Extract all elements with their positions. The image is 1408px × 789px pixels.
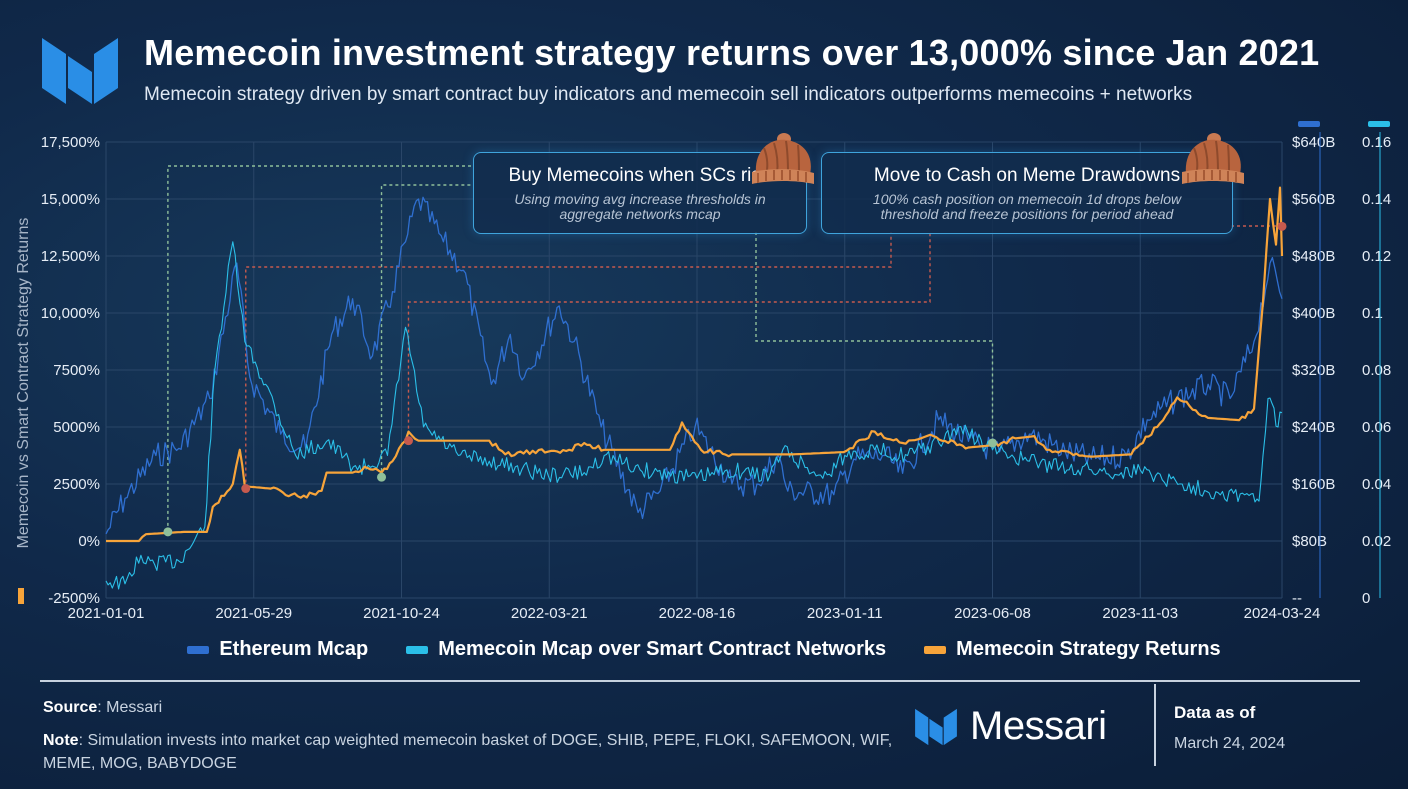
beanie-hat-icon bbox=[752, 133, 814, 184]
buy-guide-line bbox=[380, 184, 473, 478]
buy-callout: Buy Memecoins when SCs rise Using moving… bbox=[473, 152, 807, 234]
source-text: Source: Messari bbox=[43, 699, 162, 717]
x-tick-label: 2023-11-03 bbox=[1102, 605, 1178, 622]
y-left-tick-label: 5000% bbox=[53, 419, 100, 436]
y-left-tick-label: 15,000% bbox=[41, 191, 100, 208]
sell-signal-marker bbox=[241, 484, 251, 494]
note-text: Note: Simulation invests into market cap… bbox=[43, 729, 903, 775]
footer-divider bbox=[40, 680, 1360, 682]
x-tick-label: 2024-03-24 bbox=[1244, 605, 1321, 622]
x-tick-label: 2023-06-08 bbox=[954, 605, 1031, 622]
y-left-tick-label: 12,500% bbox=[41, 248, 100, 265]
memecoin-mcap-ratio-line bbox=[105, 241, 1283, 590]
y-right-tick-label: 0.02 bbox=[1362, 533, 1391, 550]
brand-name: Messari bbox=[970, 704, 1107, 748]
buy-callout-subtitle: Using moving avg increase thresholds in … bbox=[514, 191, 766, 222]
y-mid-tick-label: $320B bbox=[1292, 362, 1335, 379]
buy-signal-marker bbox=[377, 472, 387, 482]
y-right-tick-label: 0.06 bbox=[1362, 419, 1391, 436]
buy-signal-marker bbox=[987, 438, 997, 448]
source-value: : Messari bbox=[97, 699, 163, 716]
data-as-of-label: Data as of bbox=[1174, 703, 1256, 722]
y-left-tick-label: 7500% bbox=[53, 362, 100, 379]
x-tick-label: 2022-08-16 bbox=[659, 605, 736, 622]
y-mid-tick-label: -- bbox=[1292, 590, 1302, 607]
chart-title: Memecoin investment strategy returns ove… bbox=[144, 32, 1320, 73]
y-right-tick-label: 0.14 bbox=[1362, 191, 1391, 208]
messari-brand: Messari bbox=[914, 704, 1107, 749]
messari-logo-icon bbox=[915, 708, 957, 745]
sell-guide-line bbox=[245, 232, 892, 489]
y-mid-tick-label: $240B bbox=[1292, 419, 1335, 436]
mid-axis-swatch bbox=[1298, 121, 1320, 127]
y-right-tick-label: 0.16 bbox=[1362, 134, 1391, 151]
y-mid-tick-label: $80B bbox=[1292, 533, 1327, 550]
sell-guide-line bbox=[407, 232, 931, 441]
axes: 17,500% $640B 0.16 15,000% $560B 0.14 12,500% $… bbox=[15, 121, 1391, 622]
footer-vertical-divider bbox=[1154, 684, 1156, 766]
y-axis-title: Memecoin vs Smart Contract Strategy Retu… bbox=[15, 218, 32, 549]
series-lines bbox=[105, 186, 1284, 590]
y-axis-title-swatch bbox=[18, 588, 24, 604]
legend-label-meme: Memecoin Mcap over Smart Contract Networ… bbox=[438, 638, 887, 660]
y-left-tick-label: -2500% bbox=[48, 590, 100, 607]
buy-callout-title: Buy Memecoins when SCs rise bbox=[508, 165, 772, 186]
y-mid-tick-label: $400B bbox=[1292, 305, 1335, 322]
note-label: Note bbox=[43, 732, 79, 749]
legend-label-strategy: Memecoin Strategy Returns bbox=[956, 638, 1221, 660]
y-mid-tick-label: $640B bbox=[1292, 134, 1335, 151]
sell-callout-title: Move to Cash on Meme Drawdowns bbox=[873, 165, 1181, 186]
y-left-tick-label: 0% bbox=[78, 533, 100, 550]
x-tick-label: 2022-03-21 bbox=[511, 605, 588, 622]
data-as-of-date: March 24, 2024 bbox=[1174, 735, 1286, 752]
x-tick-label: 2021-01-01 bbox=[68, 605, 145, 622]
chart-area: 17,500% $640B 0.16 15,000% $560B 0.14 12,500% $… bbox=[15, 121, 1391, 622]
y-right-tick-label: 0.12 bbox=[1362, 248, 1391, 265]
legend-item-eth[interactable]: Ethereum Mcap bbox=[187, 638, 368, 661]
y-right-tick-label: 0.1 bbox=[1362, 305, 1383, 322]
y-right-tick-label: 0.08 bbox=[1362, 362, 1391, 379]
sell-callout: Move to Cash on Meme Drawdowns 100% cash… bbox=[821, 152, 1233, 234]
source-label: Source bbox=[43, 699, 98, 716]
legend-item-strategy[interactable]: Memecoin Strategy Returns bbox=[924, 638, 1221, 661]
y-right-tick-label: 0.04 bbox=[1362, 476, 1391, 493]
y-right-tick-label: 0 bbox=[1362, 590, 1370, 607]
eth-mcap-line bbox=[105, 196, 1283, 535]
legend-swatch-strategy bbox=[924, 645, 947, 654]
right-axis-swatch bbox=[1368, 121, 1390, 127]
event-markers bbox=[163, 221, 1287, 537]
chart-legend: Ethereum Mcap Memecoin Mcap over Smart C… bbox=[0, 638, 1408, 661]
legend-item-meme[interactable]: Memecoin Mcap over Smart Contract Networ… bbox=[406, 638, 886, 661]
y-mid-tick-label: $560B bbox=[1292, 191, 1335, 208]
buy-signal-marker bbox=[163, 527, 173, 537]
chart-subtitle: Memecoin strategy driven by smart contra… bbox=[144, 84, 1193, 105]
sell-callout-subtitle: 100% cash position on memecoin 1d drops … bbox=[872, 191, 1182, 222]
y-mid-tick-label: $480B bbox=[1292, 248, 1335, 265]
x-tick-label: 2021-10-24 bbox=[363, 605, 440, 622]
buy-guide-line bbox=[755, 232, 994, 443]
legend-swatch-eth bbox=[187, 645, 210, 654]
legend-label-eth: Ethereum Mcap bbox=[219, 638, 369, 660]
x-tick-label: 2023-01-11 bbox=[807, 605, 883, 622]
buy-guide-line bbox=[167, 165, 473, 532]
y-mid-tick-label: $160B bbox=[1292, 476, 1335, 493]
strategy-returns-line bbox=[106, 186, 1284, 543]
y-left-tick-label: 17,500% bbox=[41, 134, 100, 151]
y-left-tick-label: 2500% bbox=[53, 476, 100, 493]
messari-logo-icon bbox=[42, 38, 118, 104]
note-value: : Simulation invests into market cap wei… bbox=[43, 732, 893, 772]
legend-swatch-meme bbox=[406, 645, 429, 654]
sell-signal-marker bbox=[403, 436, 413, 446]
sell-signal-marker bbox=[1277, 221, 1287, 231]
y-left-tick-label: 10,000% bbox=[41, 305, 100, 322]
x-tick-label: 2021-05-29 bbox=[215, 605, 292, 622]
beanie-hat-icon bbox=[1182, 133, 1244, 184]
